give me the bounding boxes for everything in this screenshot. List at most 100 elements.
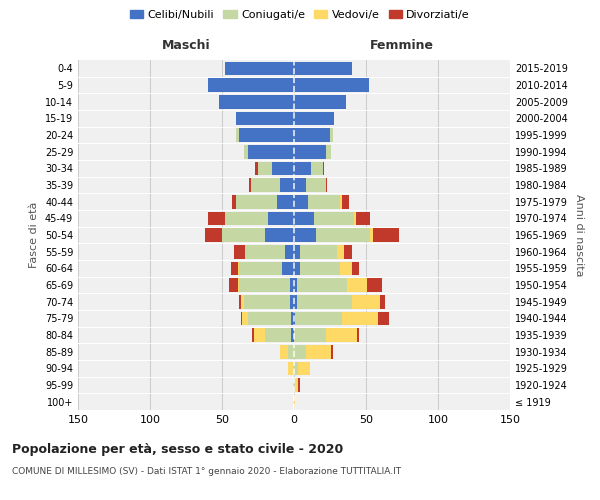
Bar xyxy=(233,245,245,258)
Bar xyxy=(290,295,294,308)
Bar xyxy=(297,278,347,292)
Bar xyxy=(358,328,359,342)
Text: Maschi: Maschi xyxy=(161,38,211,52)
Bar xyxy=(344,245,352,258)
Bar xyxy=(225,62,294,75)
Bar xyxy=(265,328,291,342)
Bar xyxy=(294,128,330,142)
Bar xyxy=(294,178,305,192)
Text: Popolazione per età, sesso e stato civile - 2020: Popolazione per età, sesso e stato civil… xyxy=(12,442,343,456)
Bar xyxy=(297,295,352,308)
Bar xyxy=(286,245,294,258)
Y-axis label: Anni di nascita: Anni di nascita xyxy=(574,194,584,276)
Bar xyxy=(248,145,294,158)
Y-axis label: Fasce di età: Fasce di età xyxy=(29,202,39,268)
Bar xyxy=(373,228,399,242)
Bar xyxy=(323,162,324,175)
Bar xyxy=(236,195,277,208)
Bar xyxy=(294,328,326,342)
Bar xyxy=(356,212,370,225)
Bar xyxy=(251,178,280,192)
Bar xyxy=(326,145,331,158)
Bar xyxy=(291,312,294,325)
Bar xyxy=(293,362,294,375)
Bar xyxy=(377,312,389,325)
Bar xyxy=(239,262,283,275)
Bar xyxy=(258,162,272,175)
Bar xyxy=(294,228,316,242)
Bar xyxy=(244,295,290,308)
Bar xyxy=(294,162,311,175)
Bar xyxy=(294,295,297,308)
Bar xyxy=(294,278,297,292)
Bar xyxy=(255,162,258,175)
Text: COMUNE DI MILLESIMO (SV) - Dati ISTAT 1° gennaio 2020 - Elaborazione TUTTITALIA.: COMUNE DI MILLESIMO (SV) - Dati ISTAT 1°… xyxy=(12,468,401,476)
Text: Femmine: Femmine xyxy=(370,38,434,52)
Bar xyxy=(355,212,356,225)
Bar xyxy=(291,328,294,342)
Bar xyxy=(305,178,326,192)
Bar xyxy=(347,278,367,292)
Bar xyxy=(268,212,294,225)
Bar xyxy=(294,395,295,408)
Bar xyxy=(280,345,288,358)
Bar xyxy=(331,345,333,358)
Bar xyxy=(280,178,294,192)
Bar xyxy=(341,312,377,325)
Bar xyxy=(242,312,248,325)
Bar xyxy=(294,195,308,208)
Bar xyxy=(288,362,293,375)
Bar xyxy=(311,162,323,175)
Bar xyxy=(222,228,265,242)
Bar xyxy=(239,128,294,142)
Bar xyxy=(314,212,355,225)
Bar xyxy=(250,178,251,192)
Bar xyxy=(248,312,291,325)
Bar xyxy=(238,278,239,292)
Bar xyxy=(294,145,326,158)
Bar xyxy=(294,378,295,392)
Bar xyxy=(272,162,294,175)
Bar xyxy=(245,245,286,258)
Bar xyxy=(239,278,290,292)
Bar xyxy=(352,295,380,308)
Bar xyxy=(370,228,373,242)
Bar xyxy=(230,262,238,275)
Bar xyxy=(236,128,239,142)
Bar xyxy=(308,195,340,208)
Bar xyxy=(239,295,241,308)
Bar xyxy=(298,362,310,375)
Bar xyxy=(305,345,331,358)
Bar xyxy=(205,228,222,242)
Bar xyxy=(294,345,305,358)
Bar xyxy=(288,345,294,358)
Bar xyxy=(294,95,346,108)
Bar xyxy=(295,378,298,392)
Bar xyxy=(277,195,294,208)
Bar xyxy=(290,278,294,292)
Bar xyxy=(380,295,385,308)
Bar xyxy=(295,312,341,325)
Bar xyxy=(294,362,298,375)
Bar xyxy=(300,245,337,258)
Bar xyxy=(229,278,238,292)
Bar xyxy=(208,78,294,92)
Bar xyxy=(340,262,352,275)
Bar xyxy=(293,378,294,392)
Bar xyxy=(254,328,265,342)
Bar xyxy=(294,212,314,225)
Bar xyxy=(225,212,268,225)
Bar xyxy=(244,145,248,158)
Legend: Celibi/Nubili, Coniugati/e, Vedovi/e, Divorziati/e: Celibi/Nubili, Coniugati/e, Vedovi/e, Di… xyxy=(125,6,475,25)
Bar xyxy=(238,262,239,275)
Bar xyxy=(326,328,358,342)
Bar xyxy=(330,128,333,142)
Bar xyxy=(340,195,341,208)
Bar xyxy=(252,328,254,342)
Bar xyxy=(241,312,242,325)
Bar xyxy=(367,278,382,292)
Bar xyxy=(294,262,300,275)
Bar xyxy=(326,178,327,192)
Bar xyxy=(236,112,294,125)
Bar xyxy=(294,245,300,258)
